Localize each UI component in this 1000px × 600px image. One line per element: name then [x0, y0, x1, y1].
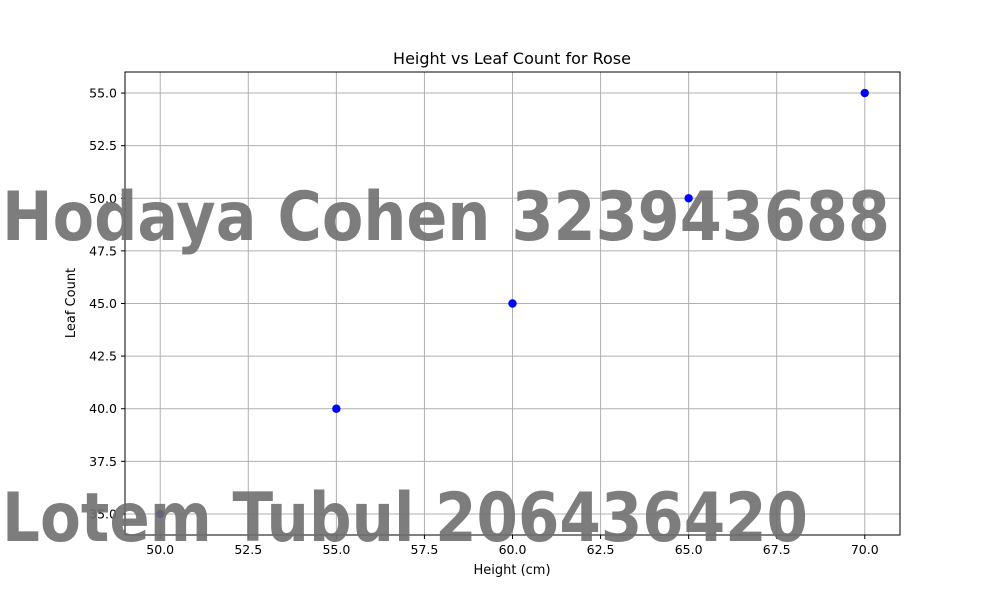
y-axis-ticks: 35.0 37.5 40.0 42.5 45.0 47.5 50.0 52.5 55.0 [89, 86, 125, 521]
x-tick-label: 70.0 [851, 542, 879, 557]
y-tick-label: 47.5 [89, 243, 117, 258]
x-axis-label: Height (cm) [473, 563, 550, 578]
data-points [156, 88, 869, 519]
x-axis-ticks: 50.0 52.5 55.0 57.5 60.0 62.5 65.0 67.5 70.0 [146, 535, 879, 557]
data-point [860, 88, 869, 98]
y-tick-label: 52.5 [89, 138, 117, 153]
x-tick-label: 62.5 [587, 542, 615, 557]
y-tick-label: 37.5 [89, 454, 117, 469]
data-point [508, 299, 517, 308]
data-point [684, 194, 693, 203]
y-tick-label: 40.0 [89, 401, 117, 416]
x-tick-label: 67.5 [763, 542, 791, 557]
y-tick-label: 45.0 [89, 296, 117, 311]
x-tick-label: 57.5 [411, 542, 439, 557]
data-point [332, 404, 341, 413]
x-tick-label: 55.0 [322, 542, 350, 557]
x-tick-label: 65.0 [675, 542, 703, 557]
data-point [156, 509, 165, 519]
x-tick-label: 50.0 [146, 542, 174, 557]
y-tick-label: 42.5 [89, 349, 117, 364]
x-tick-label: 52.5 [234, 542, 262, 557]
y-tick-label: 50.0 [89, 191, 117, 206]
watermark-text-2: Lotem Tubul 206436420 [2, 479, 808, 558]
x-tick-label: 60.0 [499, 542, 527, 557]
y-tick-label: 55.0 [89, 86, 117, 101]
y-tick-label: 35.0 [89, 506, 117, 521]
watermark-text-1: Hodaya Cohen 323943688 [2, 178, 890, 257]
y-axis-label: Leaf Count [64, 268, 79, 338]
chart-title: Height vs Leaf Count for Rose [393, 49, 631, 68]
